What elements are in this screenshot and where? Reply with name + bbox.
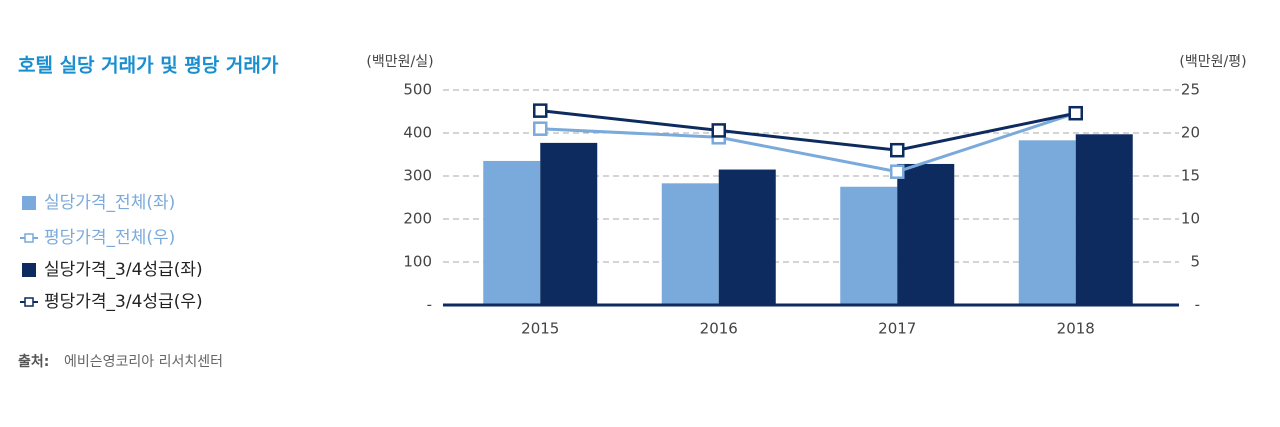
bar [540,142,598,305]
legend-swatch [22,263,36,277]
y-tick-label: 200 [403,210,432,228]
y2-tick-label: 25 [1181,81,1200,99]
y2-tick-label: 5 [1190,253,1200,271]
legend-swatch [22,196,36,210]
y-tick-label: - [427,296,432,314]
legend-marker [24,297,34,307]
line [540,111,1077,174]
legend-label: 평당가격_전체(우) [44,228,175,248]
legend-marker [24,233,34,243]
bar [1075,134,1133,305]
bar [718,169,776,305]
chart-title: 호텔 실당 거래가 및 평당 거래가 [18,55,279,77]
bar [897,163,955,305]
y2-tick-label: 10 [1181,210,1200,228]
point-marker [890,164,905,179]
point-marker [890,142,905,158]
source: 에비슨영코리아 리서치센터 [64,354,223,370]
legend-label: 평당가격_3/4성급(우) [44,292,203,312]
x-tick-label: 2017 [878,320,916,338]
x-tick-label: 2018 [1057,320,1095,338]
y-tick-label: 100 [403,253,432,271]
bar [483,160,541,305]
point-marker [711,123,726,138]
source-label: 출처: [18,353,49,370]
line [540,109,1077,152]
legend-label: 실당가격_3/4성급(좌) [44,260,203,280]
point-marker [533,103,548,118]
y2-tick-label: 15 [1181,167,1200,185]
x-tick-label: 2016 [700,320,738,338]
x-tick-label: 2015 [521,320,559,338]
bar [840,186,898,305]
point-marker [533,121,548,136]
bar [661,183,719,305]
y-tick-label: 300 [403,167,432,185]
y-tick-label: 400 [403,124,432,142]
y2-axis-label: (백만원/평) [1179,54,1246,70]
y-axis-label: (백만원/실) [366,54,433,70]
bar [1018,140,1076,305]
y2-tick-label: 20 [1181,124,1200,142]
y2-tick-label: - [1195,296,1200,314]
point-marker [1068,105,1083,121]
y-tick-label: 500 [403,81,432,99]
legend-label: 실당가격_전체(좌) [44,193,175,213]
